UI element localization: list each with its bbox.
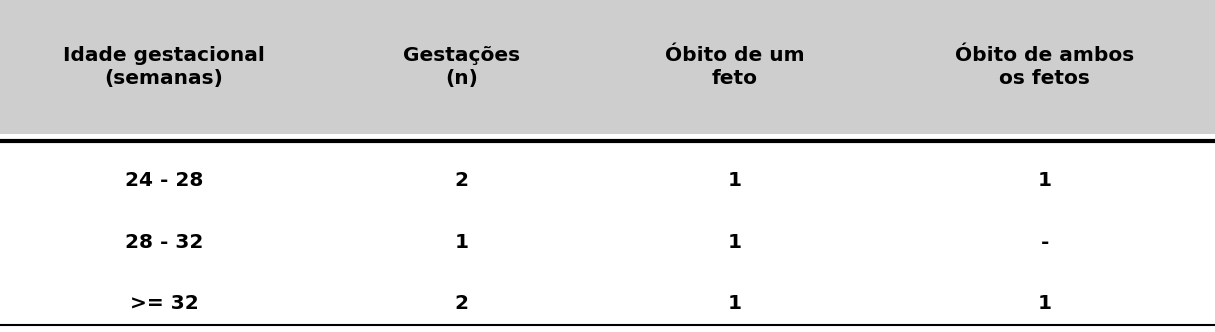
Text: 1: 1 [1038, 171, 1052, 191]
Text: 1: 1 [454, 233, 469, 252]
Text: 1: 1 [728, 233, 742, 252]
Text: 28 - 32: 28 - 32 [125, 233, 203, 252]
Text: 24 - 28: 24 - 28 [125, 171, 203, 191]
Text: Idade gestacional
(semanas): Idade gestacional (semanas) [63, 46, 265, 89]
Text: Óbito de um
feto: Óbito de um feto [666, 46, 804, 89]
Text: Óbito de ambos
os fetos: Óbito de ambos os fetos [955, 46, 1135, 89]
Text: 2: 2 [454, 171, 469, 191]
Text: 1: 1 [728, 294, 742, 313]
Text: -: - [1041, 233, 1049, 252]
Text: 1: 1 [728, 171, 742, 191]
Text: Gestações
(n): Gestações (n) [403, 46, 520, 89]
Text: 1: 1 [1038, 294, 1052, 313]
Text: 2: 2 [454, 294, 469, 313]
Text: >= 32: >= 32 [130, 294, 198, 313]
Bar [0, 0, 1215, 134]
